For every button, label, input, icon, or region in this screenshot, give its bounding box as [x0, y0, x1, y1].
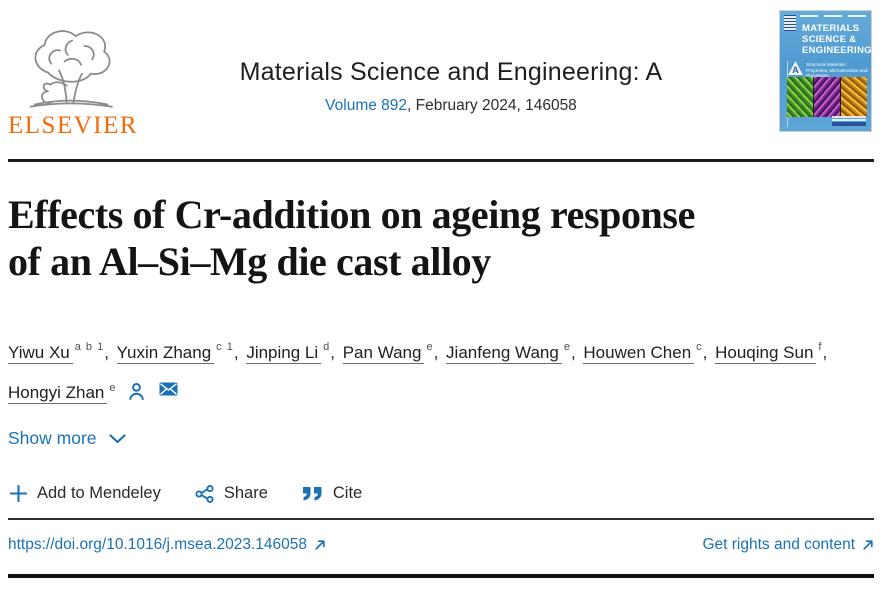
show-more-button[interactable]: Show more [8, 428, 126, 449]
volume-issue-line: Volume 892, February 2024, 146058 [140, 97, 762, 115]
chevron-down-icon [108, 433, 126, 443]
author-separator: , [330, 342, 340, 362]
author-action-icons [127, 382, 178, 401]
author-name: Jianfeng Wang [446, 342, 562, 364]
author-separator: , [702, 342, 713, 362]
doi-row: https://doi.org/10.1016/j.msea.2023.1460… [8, 536, 874, 554]
share-button[interactable]: Share [195, 484, 268, 503]
author-name: Hongyi Zhan [8, 383, 108, 405]
share-icon [195, 484, 214, 503]
journal-title-link[interactable]: Materials Science and Engineering: A [239, 58, 663, 86]
add-to-mendeley-label: Add to Mendeley [37, 484, 161, 502]
author-name: Yiwu Xu [8, 342, 73, 364]
elsevier-wordmark: ELSEVIER [8, 112, 139, 139]
add-to-mendeley-button[interactable]: Add to Mendeley [10, 484, 161, 503]
author-affiliation-superscript: f [818, 341, 823, 353]
author-name: Pan Wang [342, 342, 425, 364]
author-link[interactable]: Houwen Chen c [583, 341, 703, 364]
share-label: Share [223, 484, 268, 502]
cite-quote-icon [302, 487, 322, 501]
author-list: Yiwu Xu a b 1, Yuxin Zhang c 1, Jinping Li… [8, 341, 830, 405]
cover-barcode [784, 15, 796, 31]
doi-link[interactable]: https://doi.org/10.1016/j.msea.2023.1460… [8, 536, 326, 554]
cover-footer-text [832, 115, 866, 126]
plus-icon [10, 485, 27, 502]
top-divider [8, 159, 874, 162]
cover-emblem-a: A [788, 61, 803, 75]
author-affiliation-superscript: e [426, 341, 434, 353]
cover-micrograph-strip [787, 77, 867, 117]
author-link[interactable]: Hongyi Zhan e [8, 381, 117, 405]
cover-micrograph-purple [814, 77, 840, 117]
author-name: Houqing Sun [715, 342, 817, 364]
show-more-label: Show more [8, 428, 97, 448]
author-separator: , [233, 342, 244, 362]
author-affiliation-superscript: d [323, 341, 331, 353]
author-profile-icon[interactable] [127, 382, 146, 401]
author-name: Jinping Li [246, 342, 322, 364]
author-name: Yuxin Zhang [116, 342, 215, 364]
elsevier-logo[interactable]: ELSEVIER [8, 24, 148, 140]
author-affiliation-superscript: a b 1 [74, 341, 105, 353]
author-link[interactable]: Jianfeng Wang e [446, 341, 571, 364]
author-link[interactable]: Houqing Sun f [715, 341, 823, 364]
cover-micrograph-green [787, 77, 813, 117]
get-rights-label: Get rights and content [702, 536, 855, 553]
author-affiliation-superscript: e [109, 381, 117, 394]
author-link[interactable]: Yuxin Zhang c 1 [116, 341, 234, 364]
author-link[interactable]: Pan Wang e [342, 341, 434, 364]
article-title: Effects of Cr-addition on ageing respons… [8, 192, 695, 284]
external-link-icon [863, 540, 873, 550]
issue-info: , February 2024, 146058 [407, 97, 577, 114]
volume-link[interactable]: Volume 892 [325, 97, 408, 114]
corresponding-author-email-icon[interactable] [159, 382, 178, 396]
doi-link-label: https://doi.org/10.1016/j.msea.2023.1460… [8, 536, 308, 553]
author-link[interactable]: Yiwu Xu a b 1 [8, 341, 105, 364]
action-toolbar: Add to Mendeley Share Cite [10, 484, 362, 503]
author-affiliation-superscript: c 1 [216, 341, 234, 353]
cover-title: MATERIALS SCIENCE & ENGINEERING [802, 23, 872, 56]
journal-header: Materials Science and Engineering: A Vol… [140, 58, 762, 115]
author-affiliation-superscript: e [563, 341, 571, 353]
author-separator: , [570, 342, 581, 362]
external-link-icon [315, 540, 325, 550]
doi-section-divider [8, 518, 874, 520]
get-rights-link[interactable]: Get rights and content [702, 536, 874, 554]
journal-cover-thumbnail[interactable]: MATERIALS SCIENCE & ENGINEERING A Struct… [779, 10, 872, 132]
cite-button[interactable]: Cite [302, 484, 362, 503]
authors-paragraph: Yiwu Xu a b 1, Yuxin Zhang c 1, Jinping Li… [8, 330, 854, 411]
author-separator: , [433, 342, 444, 362]
author-separator: , [104, 342, 114, 362]
bottom-divider [8, 574, 874, 578]
author-link[interactable]: Jinping Li d [246, 341, 331, 364]
author-name: Houwen Chen [583, 342, 695, 364]
author-separator: , [822, 342, 828, 362]
cover-subtitle: Structural Materials: Properties, Micros… [806, 62, 868, 79]
cover-topline [800, 15, 866, 18]
cover-micrograph-orange [841, 77, 867, 117]
cite-label: Cite [332, 484, 363, 502]
author-affiliation-superscript: c [696, 341, 703, 353]
elsevier-tree-icon [29, 30, 113, 108]
